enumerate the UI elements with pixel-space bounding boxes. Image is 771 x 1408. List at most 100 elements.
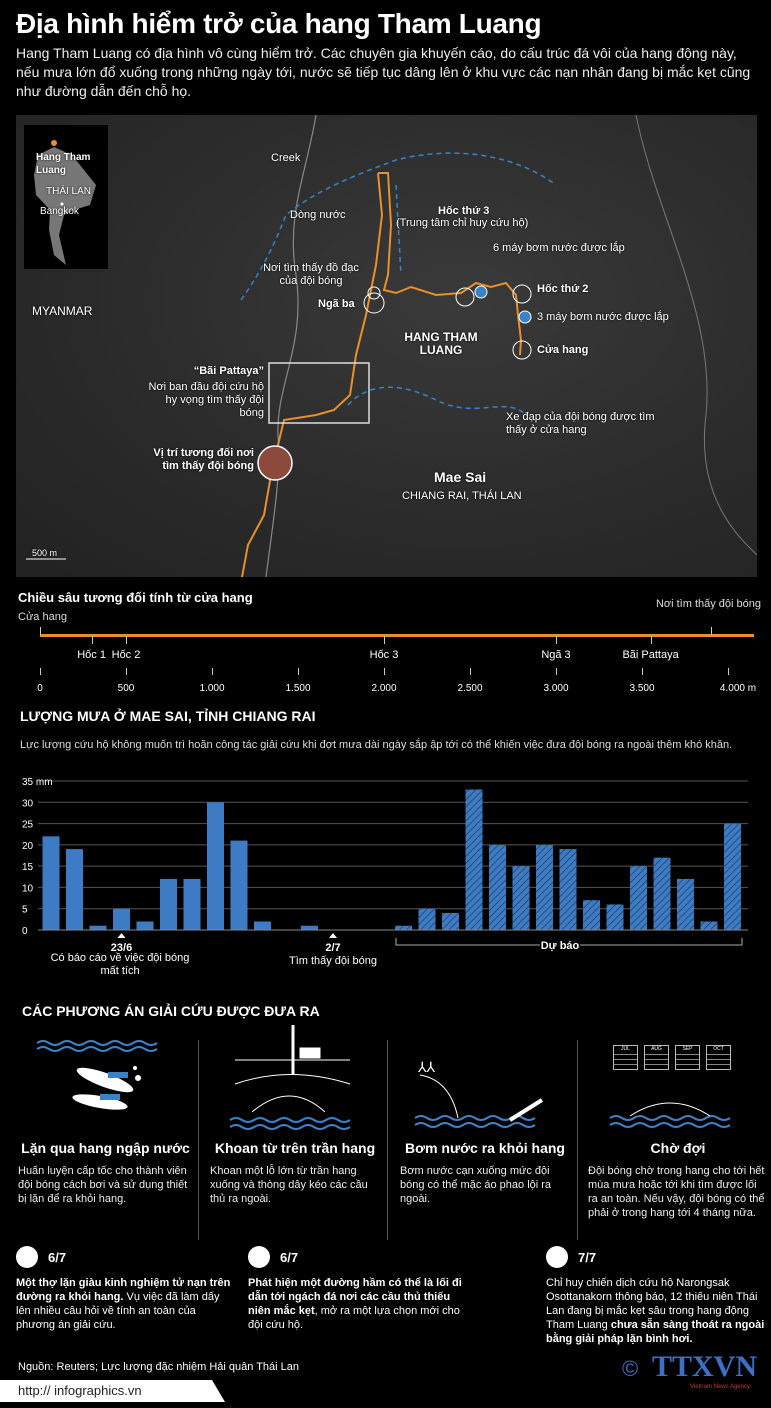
annotation-date: 23/6: [111, 942, 132, 954]
option-desc: Bơm nước cạn xuống mức đội bóng có thể m…: [400, 1165, 552, 1205]
scale-tick: [384, 668, 385, 675]
scale-tick: [212, 668, 213, 675]
scale-tick-label: 0: [37, 683, 43, 694]
y-tick-label: 15: [22, 862, 34, 873]
chamber3-label: Hốc thứ 3: [438, 205, 490, 217]
depth-end-tick: [710, 627, 712, 635]
entrance-marker: [512, 340, 532, 360]
divider: [387, 1040, 388, 1240]
pump6-marker: [474, 285, 488, 299]
forecast-bar: [724, 823, 741, 930]
timeline-dot-icon: [546, 1246, 568, 1268]
depth-marker-tick: [556, 636, 557, 644]
timeline-bold-text: Phát hiện một đường hầm có thể là lối đi…: [248, 1277, 462, 1317]
town-label: Mae Sai: [434, 469, 487, 485]
inset-cave-label: Hang Tham Luang: [36, 152, 91, 176]
scale-tick: [298, 668, 299, 675]
y-tick-label: 25: [22, 820, 34, 831]
options-title: CÁC PHƯƠNG ÁN GIẢI CỨU ĐƯỢC ĐƯA RA: [22, 1003, 320, 1019]
drill-icon: [234, 1025, 351, 1113]
y-tick-label: 5: [22, 905, 28, 916]
rain-bar: [207, 802, 224, 930]
inset-country-label: THÁI LAN: [46, 186, 92, 197]
pattaya-label: “Bãi Pattaya”: [193, 365, 264, 377]
chamber2-marker: [512, 284, 532, 304]
timeline-plain-text: Vụ việc đã làm dấy lên nhiều câu hỏi về …: [16, 1291, 220, 1331]
entrance-label: Cửa hang: [537, 344, 589, 356]
option-title: Chờ đợi: [650, 1140, 706, 1156]
myanmar-label: MYANMAR: [32, 304, 93, 318]
depth-line: [40, 634, 754, 637]
rain-bar: [301, 925, 318, 930]
rain-bar: [160, 878, 177, 930]
rain-bar: [113, 908, 130, 930]
timeline-bold-text: chưa sẵn sàng thoát ra ngoài bằng giải p…: [546, 1319, 765, 1345]
forecast-bar: [442, 912, 459, 930]
option-title: Lặn qua hang ngập nước: [21, 1140, 190, 1156]
rain-bar: [89, 925, 107, 930]
thailand-inset-map: Hang Tham Luang THÁI LAN Bangkok: [24, 125, 108, 269]
forecast-bar: [653, 857, 671, 930]
junction-label: Ngã ba: [318, 298, 355, 310]
depth-marker-label: Hốc 1: [77, 649, 106, 661]
timeline-plain-text: , mở ra một lựa chọn mới cho đội cứu hộ.: [248, 1305, 460, 1331]
waiting-icon: [629, 1102, 711, 1117]
option-desc: Khoan một lỗ lớn từ trần hang xuống và t…: [210, 1165, 368, 1205]
site-url[interactable]: http:// infographics.vn: [18, 1383, 142, 1398]
scale-tick: [470, 668, 471, 675]
scale-tick: [126, 668, 127, 675]
pumps6-label: 6 máy bơm nước được lắp: [493, 242, 625, 254]
rainfall-chart: 35 mm 30 25 20 15 10 5 0 23/6 2/7 Có báo cáo về vi…: [22, 777, 748, 977]
forecast-bar: [418, 908, 436, 930]
footer-bar: [0, 1380, 225, 1402]
forecast-bar: [512, 866, 530, 930]
satellite-map: Hang Tham Luang THÁI LAN Bangkok MYANMAR…: [16, 115, 757, 577]
scale-tick-label: 3.000: [543, 683, 569, 694]
cave-route: [241, 172, 523, 577]
timeline-dot-icon: [248, 1246, 270, 1268]
scale-tick-label: 2.500: [457, 683, 483, 694]
belongings-marker: [367, 286, 381, 300]
pumps3-label: 3 máy bơm nước được lắp: [537, 311, 669, 323]
rain-bar: [230, 840, 248, 930]
found-label: Vị trí tương đối nơi tìm thấy đội bóng: [153, 447, 254, 472]
depth-marker-label: Ngã 3: [541, 649, 571, 661]
creek-label: Creek: [271, 152, 301, 164]
calendar-icon: JUL: [613, 1045, 638, 1070]
timeline-text: Phát hiện một đường hầm có thể là lối đi…: [248, 1276, 468, 1332]
scale-tick-label: 3.500: [629, 683, 655, 694]
timeline-plain-text: Chỉ huy chiến dịch cứu hộ Narongsak Osot…: [546, 1277, 758, 1331]
calendar-icon: AUG: [644, 1045, 669, 1070]
month-label: AUG: [645, 1046, 668, 1052]
timeline-text: Một thợ lặn giàu kinh nghiệm tử nạn trên…: [16, 1276, 236, 1332]
road-line: [635, 115, 757, 556]
forecast-bar: [630, 866, 647, 930]
forecast-bar: [606, 904, 624, 930]
ttxvn-logo: TTXVN: [652, 1350, 758, 1383]
month-label: JUL: [614, 1046, 637, 1052]
map-overlay: [26, 115, 757, 577]
depth-marker-tick: [650, 636, 652, 644]
page-title: Địa hình hiểm trở của hang Tham Luang: [16, 8, 542, 39]
divider: [577, 1040, 578, 1240]
scale-label: 500 m: [32, 548, 58, 558]
depth-end-label: Nơi tìm thấy đội bóng: [655, 598, 761, 610]
depth-start-tick: [40, 627, 41, 635]
scale-tick: [642, 668, 643, 675]
province-label: CHIANG RAI, THÁI LAN: [402, 490, 522, 502]
scale-tick-label: 4.000 m: [719, 683, 757, 694]
timeline-text: Chỉ huy chiến dịch cứu hộ Narongsak Osot…: [546, 1276, 766, 1346]
scale-tick: [556, 668, 557, 675]
scale-tick: [728, 668, 729, 675]
rain-bar: [183, 878, 201, 930]
forecast-label: Dự báo: [541, 940, 580, 952]
bikes-label: Xe đạp của đội bóng được tìm thấy ở cửa …: [506, 411, 655, 436]
chamber3-sub-label: (Trung tâm chỉ huy cứu hộ): [396, 217, 529, 229]
rain-bar: [42, 836, 60, 930]
y-tick-label: 30: [22, 798, 34, 809]
cave-name-label: HANG THAM LUANG: [404, 330, 478, 357]
depth-marker-label: Hốc 2: [111, 649, 141, 661]
svg-text:⅄⅄: ⅄⅄: [417, 1059, 436, 1075]
junction-marker: [363, 292, 385, 314]
y-tick-label: 20: [22, 841, 34, 852]
